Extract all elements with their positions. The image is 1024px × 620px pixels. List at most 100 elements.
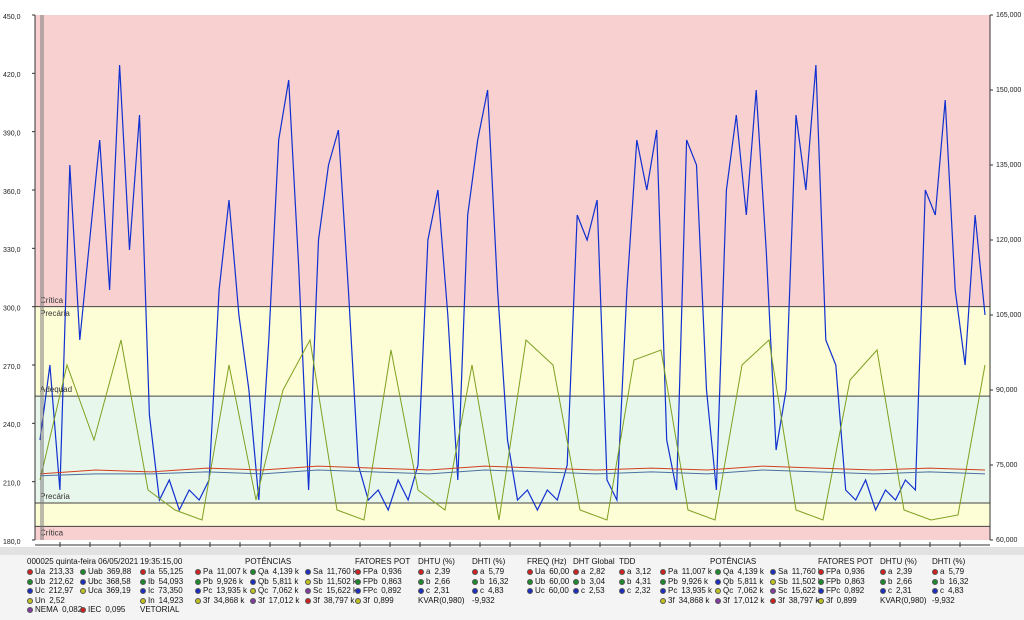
- group-title: FATORES POT: [818, 557, 874, 566]
- series-line: [39, 465, 986, 475]
- panel-item: Pb 9,926 k: [195, 577, 247, 587]
- panel-item: Pb 9,926 k: [660, 577, 712, 587]
- dot: [250, 578, 256, 585]
- band-label: Crítica: [40, 296, 64, 305]
- y-tick-label: 390,0: [3, 131, 21, 138]
- item-value: 34,868 k: [213, 595, 245, 605]
- dot: [573, 569, 579, 575]
- item-value: 5,811 k: [272, 576, 299, 586]
- panel-item: 3f 38,797 k: [305, 596, 358, 606]
- y-tick-label: 360,0: [3, 189, 21, 196]
- dot: [932, 569, 938, 575]
- dot: [195, 578, 201, 585]
- item-label: c: [581, 586, 585, 595]
- item-label: Uca: [88, 586, 103, 595]
- dot: [932, 588, 938, 594]
- item-value: 60,00: [549, 576, 570, 586]
- panel-item: b 4,31: [619, 577, 655, 587]
- item-label: Pc: [203, 586, 213, 595]
- item-label: 3f: [668, 595, 675, 605]
- dot: [305, 597, 311, 604]
- item-label: Pc: [668, 586, 678, 595]
- group-title: DHTU (%): [880, 557, 917, 566]
- dot: [27, 569, 33, 575]
- item-label: b: [940, 576, 945, 586]
- item-value: 5,811 k: [737, 576, 764, 586]
- item-value: 17,012 k: [268, 595, 300, 605]
- item-label: Qb: [258, 576, 269, 586]
- item-value: 2,31: [434, 586, 450, 595]
- item-value: 9,926 k: [681, 576, 709, 586]
- panel-item: Ub 212,62: [27, 577, 78, 587]
- item-value: 368,58: [106, 576, 131, 586]
- item-label: 3f: [778, 595, 785, 605]
- item-value: 212,62: [49, 576, 74, 586]
- dot: [250, 569, 256, 575]
- panel-item: 3f 38,797 k: [770, 596, 823, 606]
- item-label: Ubc: [88, 576, 103, 586]
- panel-item: 3f 34,868 k: [195, 596, 248, 606]
- item-label: Qb: [723, 576, 734, 586]
- dot: [250, 588, 256, 594]
- item-value: 15,622 k: [326, 586, 358, 595]
- y2-tick-label: 120,000: [996, 237, 1021, 244]
- item-label: Uc: [535, 586, 545, 595]
- item-value: 2,39: [434, 567, 451, 576]
- item-value: 7,062 k: [272, 586, 299, 595]
- item-label: Sc: [778, 586, 788, 595]
- panel-item: IEC 0,095: [80, 605, 129, 615]
- item-value: 11,007 k: [216, 567, 247, 576]
- dot: [27, 597, 33, 604]
- item-label: a: [480, 567, 485, 576]
- item-label: Un: [35, 595, 46, 605]
- y2-tick-label: 105,000: [996, 312, 1021, 319]
- item-value: 0,936: [844, 567, 865, 576]
- item-label: Sb: [313, 576, 323, 586]
- item-value: 4,83: [488, 586, 504, 595]
- item-label: a: [940, 567, 945, 576]
- item-value: 0,899: [836, 595, 857, 605]
- item-label: 3f: [258, 595, 265, 605]
- panel-item: NEMA 0,082: [27, 605, 86, 615]
- dot: [355, 569, 361, 575]
- item-label: FPc: [826, 586, 841, 595]
- item-label: b: [627, 576, 632, 586]
- band: [35, 503, 990, 527]
- dot: [527, 588, 533, 594]
- dot: [932, 578, 938, 585]
- item-value: 4,31: [635, 576, 652, 586]
- item-label: Ua: [35, 567, 46, 576]
- panel-item: Sc 15,622 k: [305, 586, 361, 596]
- item-label: a: [888, 567, 893, 576]
- dot: [355, 578, 361, 585]
- dot: [770, 588, 776, 594]
- item-label: KVAR(0,980): [418, 595, 465, 605]
- band: [35, 396, 990, 504]
- y2-tick-label: 135,000: [996, 162, 1021, 169]
- item-value: 13,935 k: [216, 586, 248, 595]
- item-value: 16,32: [488, 576, 509, 586]
- y-tick-label: 180,0: [3, 539, 21, 546]
- band: [35, 15, 990, 307]
- dot: [619, 578, 625, 585]
- item-value: 9,926 k: [216, 576, 244, 586]
- item-label: FPb: [826, 576, 841, 586]
- item-value: 60,00: [549, 567, 570, 576]
- group-title: 19:35:15,00: [140, 557, 183, 566]
- panel-item: Ia 55,125: [140, 567, 187, 577]
- dot: [770, 597, 776, 604]
- panel-item: Uab 369,88: [80, 567, 135, 577]
- item-label: In: [148, 595, 155, 605]
- dot: [195, 597, 201, 604]
- panel-item: Qc 7,062 k: [715, 586, 767, 596]
- item-label: Sa: [778, 567, 788, 576]
- item-value: 5,79: [948, 567, 965, 576]
- item-label: IEC: [88, 605, 102, 614]
- dot: [770, 569, 776, 575]
- y-tick-label: 240,0: [3, 422, 21, 429]
- item-value: 0,863: [381, 576, 402, 586]
- dot: [195, 569, 201, 575]
- group-title: POTÊNCIAS: [245, 557, 292, 566]
- item-label: Uab: [88, 567, 103, 576]
